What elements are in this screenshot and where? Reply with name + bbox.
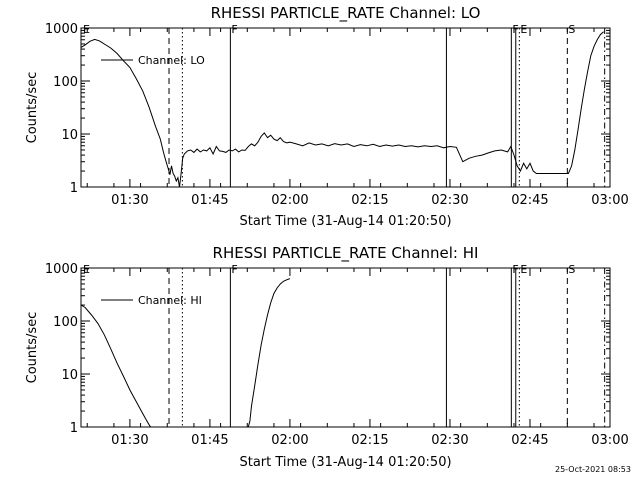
y-axis-label: Counts/sec [25,72,40,144]
event-label: S [568,263,575,276]
y-tick-label: 1000 [45,262,78,277]
y-tick-label: 1 [70,181,78,196]
x-tick-label: 02:45 [511,433,548,448]
event-label: S [568,23,575,36]
chart-title: RHESSI PARTICLE_RATE Channel: HI [213,244,479,263]
legend-label: Channel: HI [138,294,202,307]
x-tick-label: 02:15 [351,433,388,448]
event-label: F [231,263,237,276]
y-tick-label: 10 [61,128,78,143]
footer-timestamp: 25-Oct-2021 08:53 [555,465,631,474]
y-tick-label: 1000 [45,22,78,37]
x-tick-label: 02:30 [431,193,468,208]
y-tick-label: 100 [53,75,78,90]
x-tick-label: 03:00 [591,433,628,448]
event-label-corner: E [83,263,90,276]
plot-frame [80,267,611,428]
legend-label: Channel: LO [138,54,205,67]
y-axis-label: Counts/sec [25,312,40,384]
x-axis-label: Start Time (31-Aug-14 01:20:50) [239,455,451,470]
x-tick-label: 01:30 [111,433,148,448]
x-tick-label: 02:00 [271,433,308,448]
chart-panel-2: RHESSI PARTICLE_RATE Channel: HI 01:30 01:… [25,244,629,470]
x-tick-label: 01:45 [191,433,228,448]
event-label: E [520,23,527,36]
x-tick-label: 02:30 [431,433,468,448]
event-label: E [520,263,527,276]
x-tick-label: 01:45 [191,193,228,208]
x-tick-label: 02:00 [271,193,308,208]
event-label-corner: E [83,23,90,36]
x-tick-label: 03:00 [591,193,628,208]
series-line [80,278,291,428]
series-line [80,31,604,188]
y-tick-label: 10 [61,368,78,383]
y-tick-label: 1 [70,421,78,436]
plot-frame [80,27,611,188]
x-tick-label: 02:15 [351,193,388,208]
chart-panel-1: RHESSI PARTICLE_RATE Channel: LO 01:30 01:… [25,4,629,229]
x-axis-label: Start Time (31-Aug-14 01:20:50) [239,214,451,229]
event-label: F [231,23,237,36]
x-tick-label: 02:45 [511,193,548,208]
x-tick-label: 01:30 [111,193,148,208]
chart-title: RHESSI PARTICLE_RATE Channel: LO [211,4,481,23]
y-tick-label: 100 [53,315,78,330]
